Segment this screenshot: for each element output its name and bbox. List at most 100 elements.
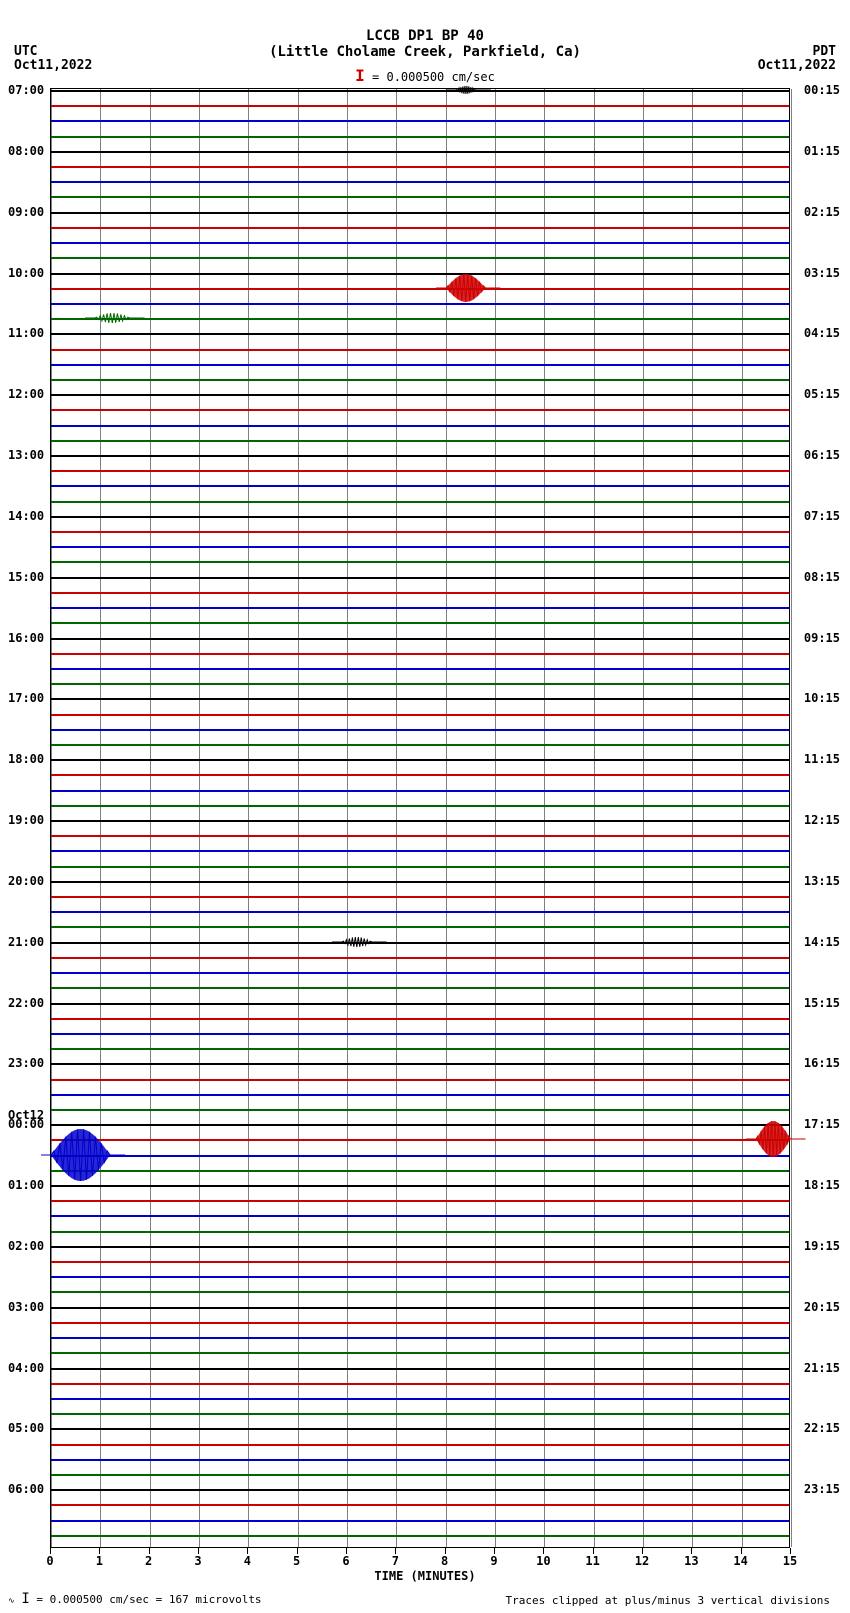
seismic-trace [51,942,789,944]
timezone-right: PDT [813,44,836,59]
seismic-trace [51,364,789,366]
gridline [643,89,644,1547]
utc-hour-label: 02:00 [8,1239,44,1253]
utc-hour-label: 14:00 [8,509,44,523]
seismic-trace [51,1063,789,1065]
seismic-trace [51,531,789,533]
seismic-trace [51,729,789,731]
gridline [248,89,249,1547]
x-tick-label: 4 [244,1554,251,1568]
seismic-trace [51,714,789,716]
seismic-trace [51,1170,789,1172]
seismic-trace [51,561,789,563]
pdt-hour-label: 01:15 [804,144,840,158]
x-tick-label: 11 [585,1554,599,1568]
seismic-trace [51,394,789,396]
utc-hour-label: 15:00 [8,570,44,584]
date-left: Oct11,2022 [14,58,92,73]
seismic-trace [51,622,789,624]
seismic-trace [51,1109,789,1111]
seismic-event [436,274,505,306]
x-tick-mark [445,1548,446,1554]
utc-hour-label: 11:00 [8,326,44,340]
seismic-trace [51,653,789,655]
seismic-trace [51,1520,789,1522]
seismic-trace [51,1535,789,1537]
seismic-trace [51,1368,789,1370]
seismic-trace [51,485,789,487]
seismic-trace [51,1094,789,1096]
seismic-event [85,313,150,327]
utc-hour-label: 12:00 [8,387,44,401]
seismic-trace [51,196,789,198]
scale-text: = 0.000500 cm/sec [372,70,495,84]
pdt-hour-label: 17:15 [804,1117,840,1131]
pdt-hour-label: 02:15 [804,205,840,219]
seismic-trace [51,1003,789,1005]
seismic-trace [51,911,789,913]
seismic-trace [51,212,789,214]
station-title: LCCB DP1 BP 40 [0,0,850,44]
seismic-trace [51,1413,789,1415]
seismic-event [332,937,392,951]
seismogram-plot [50,88,790,1548]
pdt-hour-label: 03:15 [804,266,840,280]
date-right: Oct11,2022 [758,58,836,73]
seismic-event [446,86,496,98]
utc-hour-label: 19:00 [8,813,44,827]
seismic-trace [51,516,789,518]
pdt-hour-label: 09:15 [804,631,840,645]
seismic-event [41,1129,130,1185]
pdt-hour-label: 14:15 [804,935,840,949]
seismic-trace [51,1504,789,1506]
seismic-trace [51,501,789,503]
x-tick-label: 7 [392,1554,399,1568]
x-tick-mark [247,1548,248,1554]
seismic-trace [51,1185,789,1187]
seismic-trace [51,90,789,92]
x-tick-label: 0 [46,1554,53,1568]
seismic-trace [51,592,789,594]
seismic-trace [51,850,789,852]
pdt-hour-label: 05:15 [804,387,840,401]
x-tick-mark [198,1548,199,1554]
seismic-trace [51,227,789,229]
gridline [100,89,101,1547]
x-tick-label: 10 [536,1554,550,1568]
gridline [199,89,200,1547]
gridline [594,89,595,1547]
seismic-trace [51,1337,789,1339]
pdt-hour-label: 13:15 [804,874,840,888]
seismic-trace [51,151,789,153]
utc-hour-label: 13:00 [8,448,44,462]
seismic-trace [51,546,789,548]
seismic-trace [51,333,789,335]
seismic-trace [51,926,789,928]
seismic-trace [51,835,789,837]
seismic-trace [51,1459,789,1461]
seismic-trace [51,455,789,457]
seismic-trace [51,987,789,989]
seismic-trace [51,379,789,381]
seismic-trace [51,349,789,351]
seismic-trace [51,972,789,974]
seismic-trace [51,881,789,883]
utc-hour-label: 18:00 [8,752,44,766]
seismic-trace [51,790,789,792]
seismic-trace [51,805,789,807]
x-tick-mark [346,1548,347,1554]
utc-hour-label: 05:00 [8,1421,44,1435]
seismic-trace [51,136,789,138]
pdt-hour-label: 22:15 [804,1421,840,1435]
utc-hour-label: 09:00 [8,205,44,219]
seismic-trace [51,105,789,107]
seismic-trace [51,1155,789,1157]
seismic-trace [51,1444,789,1446]
seismic-trace [51,896,789,898]
x-tick-label: 13 [684,1554,698,1568]
seismic-trace [51,866,789,868]
pdt-hour-label: 15:15 [804,996,840,1010]
utc-hour-label: 03:00 [8,1300,44,1314]
pdt-hour-label: 10:15 [804,691,840,705]
seismic-trace [51,303,789,305]
